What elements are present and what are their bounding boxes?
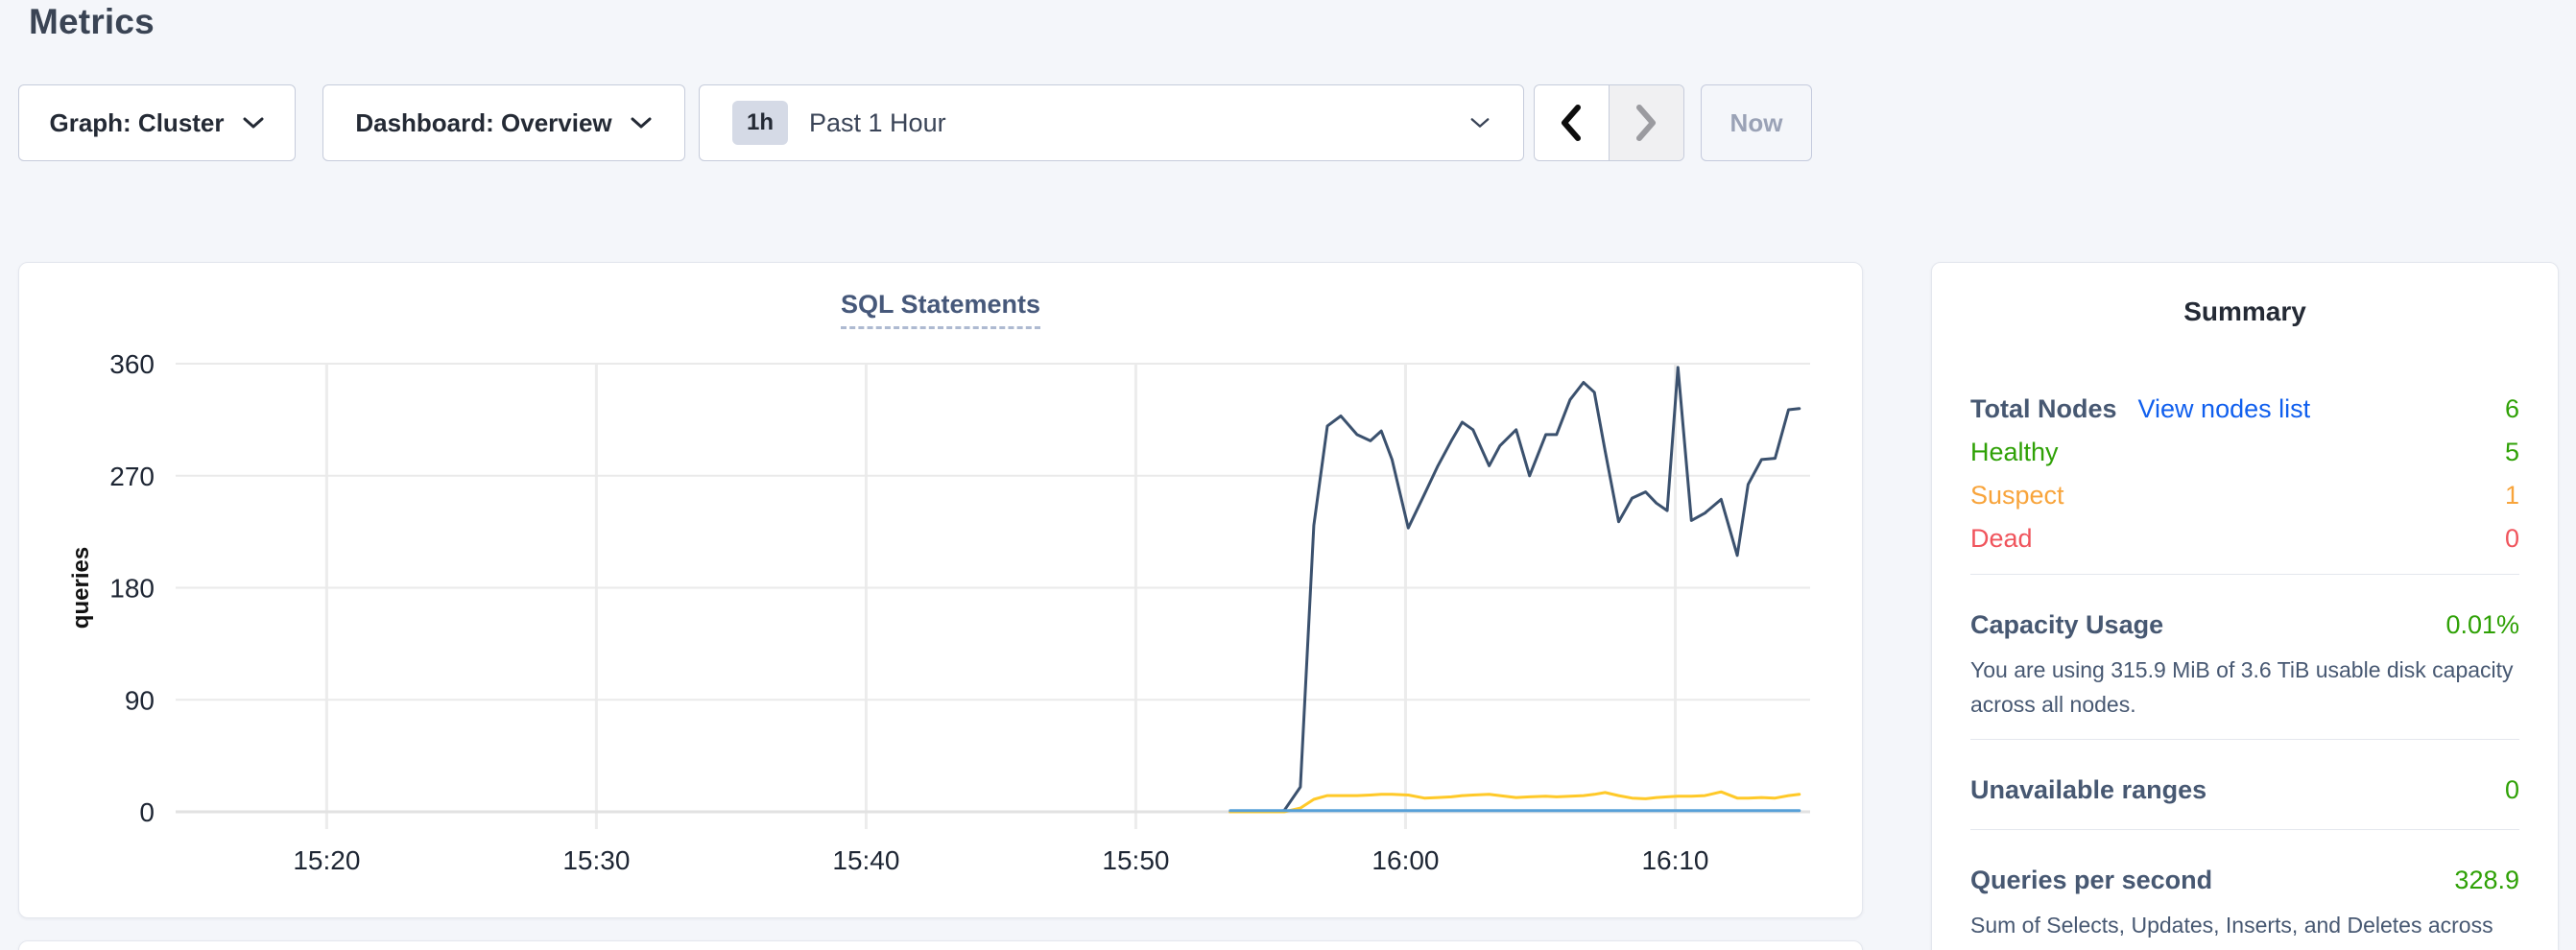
chevron-down-icon bbox=[631, 117, 652, 129]
view-nodes-link[interactable]: View nodes list bbox=[2137, 394, 2311, 423]
unavailable-ranges-row: Unavailable ranges 0 bbox=[1970, 769, 2519, 812]
unavailable-ranges-value: 0 bbox=[2504, 775, 2519, 804]
svg-text:180: 180 bbox=[109, 574, 155, 604]
navy-line bbox=[1228, 366, 1801, 814]
chevron-down-icon bbox=[243, 117, 264, 129]
total-nodes-value: 6 bbox=[2504, 394, 2519, 423]
divider bbox=[1970, 829, 2519, 830]
graph-dropdown[interactable]: Graph: Cluster bbox=[18, 84, 296, 161]
summary-title: Summary bbox=[2183, 297, 2306, 326]
suspect-value: 1 bbox=[2504, 481, 2519, 510]
sql-statements-chart: 15:20 15:30 15:40 15:50 16:00 16:10 0 90 180 270 3… bbox=[68, 349, 1810, 875]
healthy-value: 5 bbox=[2504, 438, 2519, 466]
chart-title[interactable]: SQL Statements bbox=[840, 290, 1041, 329]
yellow-line bbox=[1228, 790, 1801, 814]
next-time-window-button[interactable] bbox=[1609, 85, 1683, 160]
svg-text:360: 360 bbox=[109, 349, 155, 379]
time-window-badge: 1h bbox=[732, 101, 789, 145]
svg-text:15:40: 15:40 bbox=[832, 845, 899, 875]
dashboard-dropdown-label: Dashboard: Overview bbox=[355, 107, 612, 137]
dashboard-dropdown[interactable]: Dashboard: Overview bbox=[322, 84, 685, 161]
divider bbox=[1970, 574, 2519, 575]
qps-row: Queries per second 328.9 bbox=[1970, 859, 2519, 902]
time-step-buttons bbox=[1534, 84, 1684, 161]
suspect-label: Suspect bbox=[1970, 481, 2064, 510]
svg-text:16:10: 16:10 bbox=[1641, 845, 1708, 875]
divider bbox=[1970, 739, 2519, 740]
svg-text:15:20: 15:20 bbox=[293, 845, 360, 875]
healthy-nodes-row: Healthy 5 bbox=[1970, 431, 2519, 474]
suspect-nodes-row: Suspect 1 bbox=[1970, 474, 2519, 517]
dead-nodes-row: Dead 0 bbox=[1970, 517, 2519, 560]
graph-dropdown-label: Graph: Cluster bbox=[49, 107, 225, 137]
svg-text:0: 0 bbox=[139, 797, 155, 827]
capacity-label: Capacity Usage bbox=[1970, 610, 2164, 639]
page-title: Metrics bbox=[29, 2, 155, 41]
previous-time-window-button[interactable] bbox=[1535, 85, 1610, 160]
summary-panel: Summary Total Nodes View nodes list 6 He… bbox=[1931, 262, 2559, 950]
svg-text:queries: queries bbox=[68, 547, 94, 629]
capacity-value: 0.01% bbox=[2445, 610, 2519, 639]
next-chart-card bbox=[18, 940, 1863, 950]
now-button[interactable]: Now bbox=[1701, 84, 1812, 161]
total-nodes-label: Total Nodes bbox=[1970, 394, 2117, 423]
summary-body: Total Nodes View nodes list 6 Healthy 5 … bbox=[1932, 388, 2558, 950]
time-window-selector[interactable]: 1h Past 1 Hour bbox=[699, 84, 1524, 161]
total-nodes-row: Total Nodes View nodes list 6 bbox=[1970, 388, 2519, 431]
healthy-label: Healthy bbox=[1970, 438, 2059, 466]
svg-text:15:30: 15:30 bbox=[562, 845, 630, 875]
dead-value: 0 bbox=[2504, 524, 2519, 553]
qps-value: 328.9 bbox=[2454, 866, 2519, 894]
svg-text:90: 90 bbox=[125, 685, 155, 715]
unavailable-ranges-label: Unavailable ranges bbox=[1970, 775, 2207, 804]
capacity-description: You are using 315.9 MiB of 3.6 TiB usabl… bbox=[1970, 657, 2514, 717]
svg-text:15:50: 15:50 bbox=[1102, 845, 1169, 875]
chevron-right-icon bbox=[1636, 105, 1657, 141]
time-window-label: Past 1 Hour bbox=[809, 107, 946, 137]
qps-label: Queries per second bbox=[1970, 866, 2213, 894]
sql-statements-chart-card: SQL Statements 15:20 15:30 15:40 15:50 16:00… bbox=[18, 262, 1863, 918]
dead-label: Dead bbox=[1970, 524, 2033, 553]
capacity-row: Capacity Usage 0.01% bbox=[1970, 604, 2519, 647]
chevron-down-icon bbox=[1470, 118, 1490, 128]
svg-text:16:00: 16:00 bbox=[1371, 845, 1439, 875]
chart-title-wrap: SQL Statements bbox=[19, 290, 1862, 329]
svg-text:270: 270 bbox=[109, 462, 155, 491]
qps-description: Sum of Selects, Updates, Inserts, and De… bbox=[1970, 913, 2493, 950]
chevron-left-icon bbox=[1562, 105, 1582, 141]
